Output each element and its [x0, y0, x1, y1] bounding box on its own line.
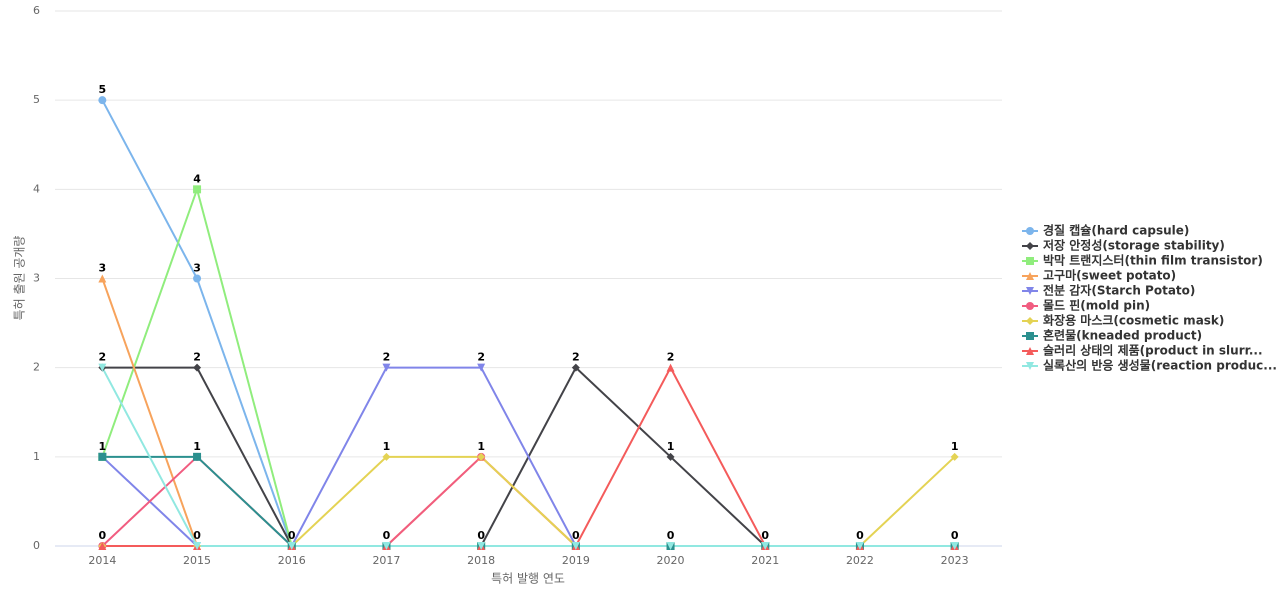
legend-marker — [1026, 362, 1034, 370]
x-tick-label: 2019 — [562, 554, 590, 567]
data-label: 0 — [761, 529, 769, 542]
data-label: 1 — [383, 440, 391, 453]
legend-label: 화장용 마스크(cosmetic mask) — [1043, 313, 1224, 328]
point — [666, 452, 675, 461]
legend-label: 혼련물(kneaded product) — [1043, 328, 1202, 343]
y-axis-title: 특허 출원 공개량 — [13, 236, 27, 321]
point — [382, 452, 391, 461]
data-label: 1 — [477, 440, 485, 453]
x-tick-label: 2022 — [846, 554, 874, 567]
data-label: 2 — [667, 351, 675, 364]
data-label: 3 — [193, 262, 201, 275]
data-label: 0 — [288, 529, 296, 542]
y-tick-label: 1 — [33, 450, 40, 463]
x-tick-label: 2018 — [467, 554, 495, 567]
y-tick-label: 2 — [33, 361, 40, 374]
y-tick-label: 3 — [33, 272, 40, 285]
data-label: 2 — [193, 351, 201, 364]
data-label: 0 — [193, 529, 201, 542]
y-tick-label: 4 — [33, 182, 40, 195]
point — [98, 452, 107, 461]
data-label: 0 — [383, 529, 391, 542]
data-label: 1 — [193, 440, 201, 453]
point — [477, 363, 486, 372]
data-label: 0 — [856, 529, 864, 542]
x-tick-label: 2016 — [278, 554, 306, 567]
data-label: 2 — [477, 351, 485, 364]
point — [382, 542, 391, 550]
point — [571, 542, 580, 550]
data-label: 1 — [667, 440, 675, 453]
data-label: 2 — [99, 351, 107, 364]
data-label: 2 — [572, 351, 580, 364]
data-label: 0 — [99, 529, 107, 542]
data-label: 3 — [99, 262, 107, 275]
legend-marker — [1026, 302, 1034, 310]
point — [287, 542, 296, 550]
point — [98, 274, 107, 283]
point — [193, 542, 202, 550]
legend-marker — [1026, 317, 1034, 325]
legend-marker — [1026, 287, 1034, 295]
legend-label: 저장 안정성(storage stability) — [1043, 238, 1225, 253]
legend-marker — [1026, 272, 1034, 280]
series-line — [101, 367, 955, 547]
data-label: 2 — [383, 351, 391, 364]
point — [571, 363, 580, 372]
point — [193, 363, 202, 372]
x-tick-label: 2020 — [657, 554, 685, 567]
series-line — [101, 278, 955, 547]
legend-label: 박막 트랜지스터(thin film transistor) — [1043, 253, 1263, 268]
point — [193, 274, 202, 283]
x-tick-label: 2021 — [751, 554, 779, 567]
x-axis-title: 특허 발행 연도 — [491, 571, 565, 586]
y-tick-label: 0 — [33, 539, 40, 552]
point — [950, 542, 959, 550]
legend-marker — [1026, 257, 1034, 265]
legend-marker — [1026, 242, 1034, 250]
data-label: 5 — [99, 83, 107, 96]
point — [98, 363, 107, 372]
point — [382, 363, 391, 372]
legend-label: 슬러리 상태의 제품(product in slurr... — [1043, 343, 1263, 358]
data-label: 4 — [193, 172, 201, 185]
data-label: 1 — [951, 440, 959, 453]
legend-label: 고구마(sweet potato) — [1043, 268, 1176, 283]
y-tick-label: 6 — [33, 4, 40, 17]
point — [98, 96, 107, 105]
legend-marker — [1026, 332, 1034, 340]
point — [477, 452, 486, 461]
data-label: 0 — [951, 529, 959, 542]
y-tick-label: 5 — [33, 93, 40, 106]
point — [950, 452, 959, 461]
point — [98, 542, 107, 550]
legend-marker — [1026, 347, 1034, 355]
series-line — [101, 99, 955, 547]
point — [193, 185, 202, 194]
data-label: 0 — [477, 529, 485, 542]
point — [761, 542, 770, 550]
x-tick-label: 2017 — [372, 554, 400, 567]
legend-label: 실록산의 반응 생성물(reaction produc... — [1043, 358, 1277, 373]
point — [477, 542, 486, 550]
data-label: 1 — [99, 440, 107, 453]
x-tick-label: 2015 — [183, 554, 211, 567]
legend-label: 전분 감자(Starch Potato) — [1043, 283, 1195, 298]
legend-label: 몰드 핀(mold pin) — [1043, 298, 1150, 313]
point — [666, 542, 675, 550]
x-tick-label: 2023 — [941, 554, 969, 567]
point — [666, 363, 675, 372]
point — [193, 452, 202, 461]
legend-label: 경질 캡슐(hard capsule) — [1043, 224, 1189, 238]
data-label: 0 — [572, 529, 580, 542]
point — [855, 542, 864, 550]
data-label: 0 — [667, 529, 675, 542]
legend-marker — [1026, 227, 1034, 235]
x-tick-label: 2014 — [88, 554, 116, 567]
series-line — [102, 455, 956, 547]
